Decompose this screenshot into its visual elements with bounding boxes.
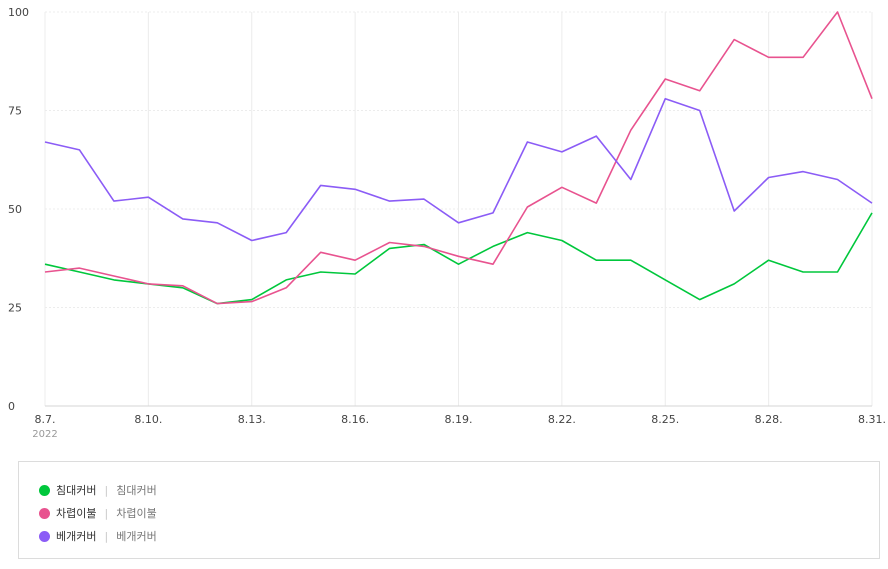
legend-separator: |	[104, 506, 109, 520]
legend-marker-1	[39, 507, 50, 519]
x-tick-label: 8.28.	[755, 413, 783, 426]
legend-sublabel-2: 베개커버	[116, 530, 157, 543]
y-tick-label: 50	[8, 203, 22, 216]
legend: 침대커버 | 침대커버 차렵이불 | 차렵이불 베개커버 | 베개커버	[18, 461, 880, 559]
legend-separator: |	[104, 529, 109, 543]
x-tick-label: 8.7.	[35, 413, 56, 426]
series-line-2	[44, 97, 873, 242]
legend-item-series-0[interactable]: 침대커버 | 침대커버	[39, 481, 157, 499]
legend-separator: |	[104, 483, 109, 497]
x-tick-label: 8.31.	[858, 413, 886, 426]
legend-item-series-2[interactable]: 베개커버 | 베개커버	[39, 527, 157, 545]
x-tick-label: 8.19.	[445, 413, 473, 426]
y-tick-label: 100	[8, 6, 29, 19]
x-tick-label: 8.10.	[134, 413, 162, 426]
line-chart: 0 25 50 75 100 8.7. 8.10. 8.13. 8.16. 8.19. 8.22. 8…	[8, 6, 886, 440]
series-line-1	[44, 11, 873, 305]
legend-marker-2	[39, 530, 50, 542]
legend-sublabel-0: 침대커버	[116, 484, 157, 497]
x-year-label: 2022	[32, 429, 57, 440]
x-tick-label: 8.25.	[651, 413, 679, 426]
legend-item-series-1[interactable]: 차렵이불 | 차렵이불	[39, 504, 157, 522]
y-tick-label: 0	[8, 400, 15, 413]
legend-sublabel-1: 차렵이불	[116, 507, 157, 520]
legend-marker-0	[39, 484, 50, 496]
series-line-0	[44, 212, 873, 305]
x-tick-label: 8.13.	[238, 413, 266, 426]
legend-label-2: 베개커버	[56, 530, 97, 543]
legend-label-1: 차렵이불	[56, 507, 97, 520]
legend-label-0: 침대커버	[56, 484, 97, 497]
x-tick-label: 8.16.	[341, 413, 369, 426]
x-tick-label: 8.22.	[548, 413, 576, 426]
y-tick-label: 25	[8, 302, 22, 315]
y-tick-label: 75	[8, 105, 22, 118]
